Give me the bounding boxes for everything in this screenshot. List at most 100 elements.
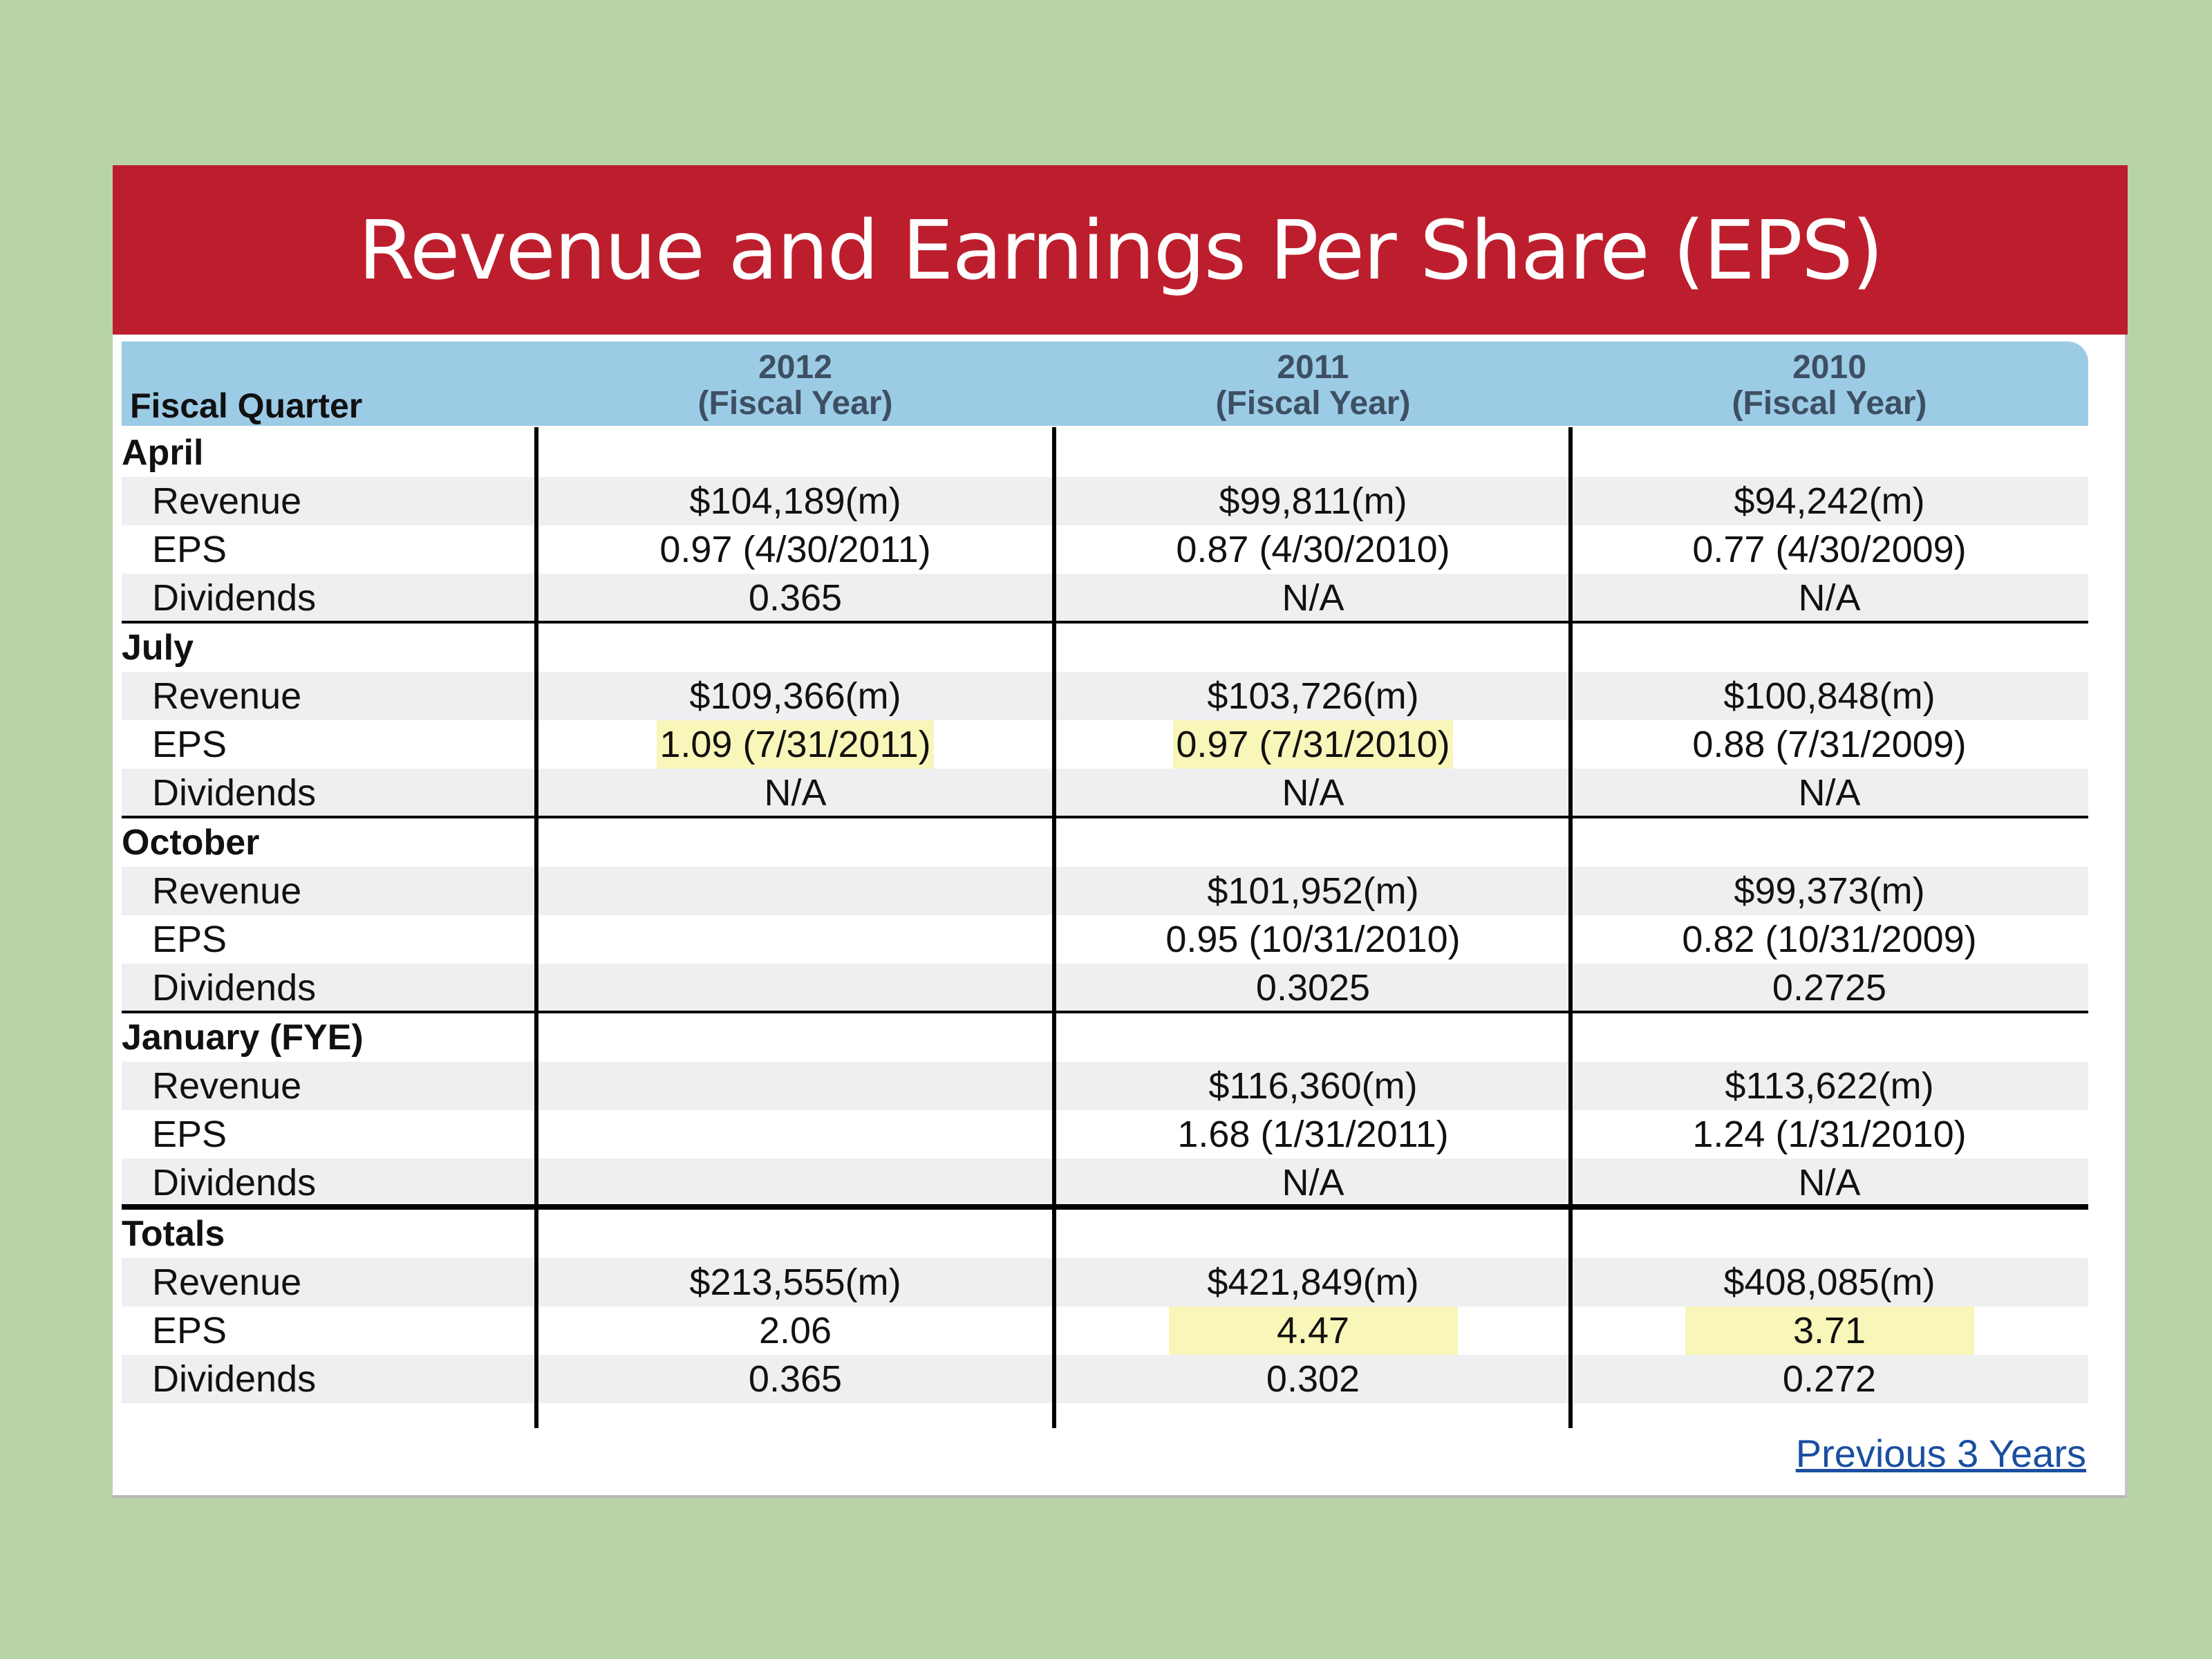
table-row: Revenue $213,555(m) $421,849(m) $408,085(m): [122, 1258, 2088, 1306]
cell-value: $99,811(m): [1219, 480, 1407, 522]
row-label: Dividends: [152, 967, 317, 1009]
table-cell: 0.82 (10/31/2009): [1571, 915, 2088, 964]
column-year: 2010: [1792, 349, 1866, 386]
cell-value: $99,373(m): [1734, 870, 1925, 912]
row-label: EPS: [152, 529, 227, 570]
row-label: EPS: [152, 724, 227, 765]
group-header-row: July: [122, 624, 2088, 672]
cell-value: $100,848(m): [1723, 675, 1936, 717]
title-banner: Revenue and Earnings Per Share (EPS): [113, 165, 2128, 335]
table-row: EPS 1.09 (7/31/2011) 0.97 (7/31/2010) 0.88 …: [122, 720, 2088, 769]
table-cell: 1.68 (1/31/2011): [1054, 1110, 1572, 1159]
table-cell: N/A: [1571, 1159, 2088, 1207]
cell-value: $113,622(m): [1725, 1065, 1934, 1107]
group-header-row: January (FYE): [122, 1013, 2088, 1062]
table-cell: $99,811(m): [1054, 477, 1572, 525]
table-row: Revenue $109,366(m) $103,726(m) $100,848(m): [122, 672, 2088, 720]
column-header-2011: 2011 (Fiscal Year): [1054, 350, 1572, 422]
table-cell: [536, 915, 1054, 964]
highlighted-value: 3.71: [1685, 1306, 1974, 1355]
highlighted-value: 1.09 (7/31/2011): [657, 720, 934, 769]
row-label: EPS: [152, 1310, 227, 1351]
cell-value: $408,085(m): [1723, 1262, 1936, 1303]
cell-value: N/A: [1282, 577, 1344, 619]
cell-value: N/A: [1282, 1162, 1344, 1203]
table-cell: N/A: [1571, 769, 2088, 817]
table-row: EPS 2.06 4.47 3.71: [122, 1306, 2088, 1355]
cell-value: 0.365: [748, 1358, 843, 1400]
table-row: Revenue $101,952(m) $99,373(m): [122, 867, 2088, 915]
cell-value: 0.82 (10/31/2009): [1682, 919, 1977, 960]
row-label: EPS: [152, 919, 227, 960]
table-cell: 1.09 (7/31/2011): [536, 720, 1054, 769]
column-sub: (Fiscal Year): [697, 385, 893, 422]
group-label: October: [122, 823, 260, 863]
column-divider: [1052, 427, 1056, 1428]
table-cell: [536, 1110, 1054, 1159]
cell-value: $103,726(m): [1207, 675, 1419, 717]
cell-value: $213,555(m): [689, 1262, 901, 1303]
table-row: EPS 0.95 (10/31/2010) 0.82 (10/31/2009): [122, 915, 2088, 964]
cell-value: $101,952(m): [1207, 870, 1419, 912]
table-cell: 0.77 (4/30/2009): [1571, 525, 2088, 574]
table-row: Dividends 0.3025 0.2725: [122, 964, 2088, 1012]
row-label: EPS: [152, 1114, 227, 1155]
cell-value: 1.68 (1/31/2011): [1177, 1114, 1449, 1155]
cell-value: 0.2725: [1772, 967, 1887, 1009]
table-cell: [536, 1159, 1054, 1207]
table-cell: $99,373(m): [1571, 867, 2088, 915]
row-label: Revenue: [152, 1262, 302, 1303]
column-year: 2012: [758, 349, 832, 386]
cell-value: N/A: [1798, 577, 1861, 619]
group-divider: [122, 816, 2088, 818]
group-label: July: [122, 628, 194, 668]
table-cell: $109,366(m): [536, 672, 1054, 720]
column-header-2010: 2010 (Fiscal Year): [1571, 350, 2088, 422]
table-cell: $103,726(m): [1054, 672, 1572, 720]
cell-value: N/A: [764, 772, 827, 814]
table-cell: 0.3025: [1054, 964, 1572, 1012]
table-cell: 4.47: [1054, 1306, 1572, 1355]
page-title: Revenue and Earnings Per Share (EPS): [358, 202, 1884, 298]
group-header-row: October: [122, 818, 2088, 867]
table-cell: [536, 964, 1054, 1012]
table-cell: 0.302: [1054, 1355, 1572, 1403]
table-cell: $94,242(m): [1571, 477, 2088, 525]
table-cell: N/A: [1571, 574, 2088, 622]
table-header: Fiscal Quarter 2012 (Fiscal Year) 2011 (…: [122, 341, 2088, 426]
table-row: Dividends 0.365 N/A N/A: [122, 574, 2088, 622]
column-sub: (Fiscal Year): [1732, 385, 1927, 422]
group-label: January (FYE): [122, 1018, 364, 1058]
table-cell: $100,848(m): [1571, 672, 2088, 720]
group-divider: [122, 1204, 2088, 1210]
row-label: Revenue: [152, 1065, 302, 1107]
table-cell: 3.71: [1571, 1306, 2088, 1355]
table-cell: 0.365: [536, 1355, 1054, 1403]
group-header-row: Totals: [122, 1210, 2088, 1258]
cell-value: N/A: [1798, 772, 1861, 814]
row-label: Dividends: [152, 1358, 317, 1400]
table-row: Revenue $104,189(m) $99,811(m) $94,242(m): [122, 477, 2088, 525]
cell-value: 1.24 (1/31/2010): [1692, 1114, 1967, 1155]
table-cell: 1.24 (1/31/2010): [1571, 1110, 2088, 1159]
table-cell: N/A: [536, 769, 1054, 817]
cell-value: 0.302: [1266, 1358, 1360, 1400]
table-cell: 0.87 (4/30/2010): [1054, 525, 1572, 574]
cell-value: 0.365: [748, 577, 843, 619]
previous-3-years-link[interactable]: Previous 3 Years: [1795, 1432, 2086, 1475]
cell-value: 0.3025: [1255, 967, 1371, 1009]
table-cell: 0.97 (4/30/2011): [536, 525, 1054, 574]
table-cell: [536, 867, 1054, 915]
column-header-2012: 2012 (Fiscal Year): [536, 350, 1054, 422]
row-label: Revenue: [152, 870, 302, 912]
table-row: EPS 0.97 (4/30/2011) 0.87 (4/30/2010) 0.77 …: [122, 525, 2088, 574]
table-row: Revenue $116,360(m) $113,622(m): [122, 1062, 2088, 1110]
table-cell: 0.365: [536, 574, 1054, 622]
table-cell: N/A: [1054, 574, 1572, 622]
column-sub: (Fiscal Year): [1215, 385, 1411, 422]
row-label: Revenue: [152, 480, 302, 522]
table-row: Dividends N/A N/A N/A: [122, 769, 2088, 817]
cell-value: $109,366(m): [689, 675, 901, 717]
table-cell: $408,085(m): [1571, 1258, 2088, 1306]
table-cell: $113,622(m): [1571, 1062, 2088, 1110]
